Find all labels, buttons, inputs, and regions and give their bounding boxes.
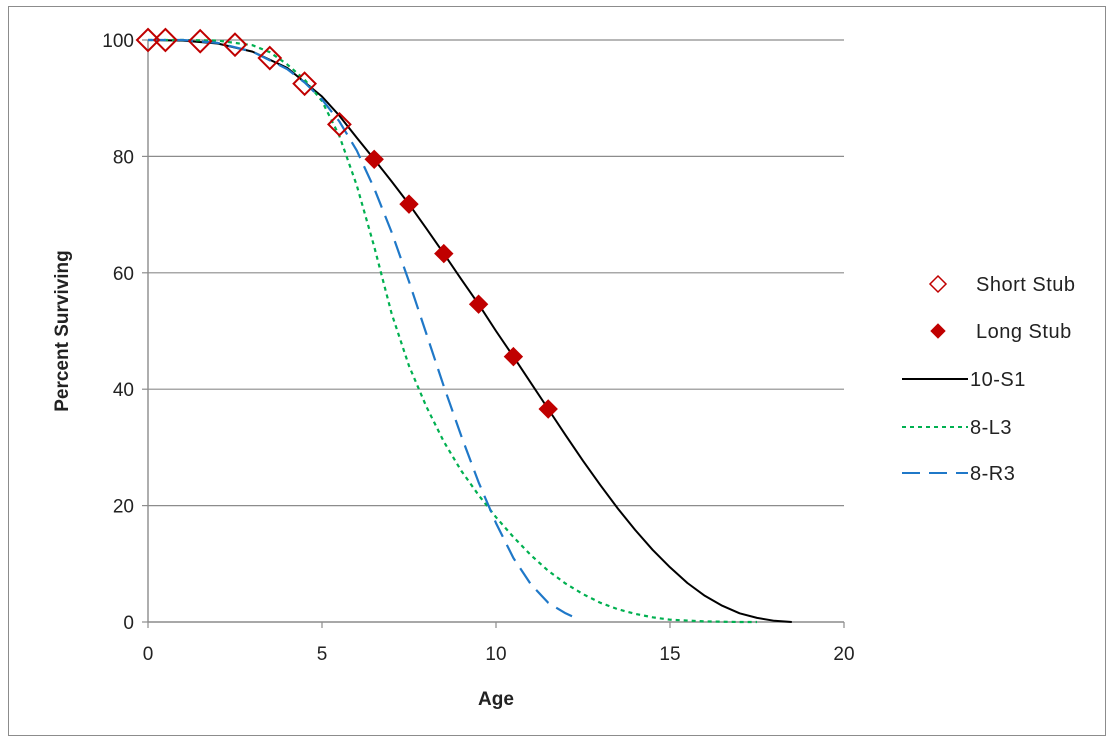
long-stub-point-5 bbox=[538, 399, 558, 419]
short-stub-point-0 bbox=[135, 27, 161, 53]
gridlines bbox=[142, 39, 845, 628]
legend-symbol-short-stub bbox=[928, 274, 948, 294]
y-tick-label: 100 bbox=[102, 31, 134, 52]
series-line-10-s1 bbox=[147, 39, 792, 623]
long-stub-point-4 bbox=[503, 346, 524, 367]
x-tick-label: 10 bbox=[485, 644, 506, 665]
short-stub-point-3 bbox=[222, 32, 248, 58]
x-axis-title: Age bbox=[478, 689, 514, 710]
short-stub-point-6 bbox=[326, 111, 352, 137]
legend-label-short-stub: Short Stub bbox=[976, 274, 1076, 296]
legend-label-long-stub: Long Stub bbox=[976, 321, 1072, 343]
x-tick-label: 0 bbox=[143, 644, 154, 665]
short-stub-point-4 bbox=[257, 45, 283, 71]
long-stub-point-0 bbox=[364, 149, 384, 170]
long-stub-point-2 bbox=[434, 243, 454, 264]
series-line-8-r3 bbox=[148, 38, 580, 621]
y-tick-label: 0 bbox=[123, 613, 134, 634]
axes bbox=[147, 40, 844, 623]
y-tick-label: 20 bbox=[113, 497, 134, 518]
legend-label-10-s1: 10-S1 bbox=[970, 369, 1026, 391]
short-stub-point-1 bbox=[152, 27, 178, 53]
legend-label-8-l3: 8-L3 bbox=[970, 417, 1012, 439]
legend-label-8-r3: 8-R3 bbox=[970, 463, 1015, 485]
chart-frame bbox=[8, 6, 1106, 736]
long-stub-point-1 bbox=[399, 194, 419, 214]
x-tick-label: 20 bbox=[833, 644, 854, 665]
short-stub-point-2 bbox=[187, 28, 213, 54]
short-stub-point-5 bbox=[292, 71, 318, 97]
y-tick-label: 80 bbox=[113, 147, 134, 168]
tick-labels: 0 20 40 60 80 100 0 5 10 15 20 bbox=[102, 31, 854, 665]
x-tick-label: 15 bbox=[659, 644, 680, 665]
series-layer bbox=[135, 27, 792, 624]
legend-symbol-long-stub bbox=[930, 323, 946, 339]
series-line-8-l3 bbox=[148, 38, 757, 624]
x-tick-label: 5 bbox=[317, 644, 328, 665]
y-tick-label: 60 bbox=[113, 264, 134, 285]
y-tick-label: 40 bbox=[113, 380, 134, 401]
y-axis-title: Percent Surviving bbox=[52, 250, 73, 412]
legend: Short Stub Long Stub 10-S1 8-L3 8-R3 bbox=[902, 274, 1076, 485]
long-stub-point-3 bbox=[468, 294, 489, 314]
